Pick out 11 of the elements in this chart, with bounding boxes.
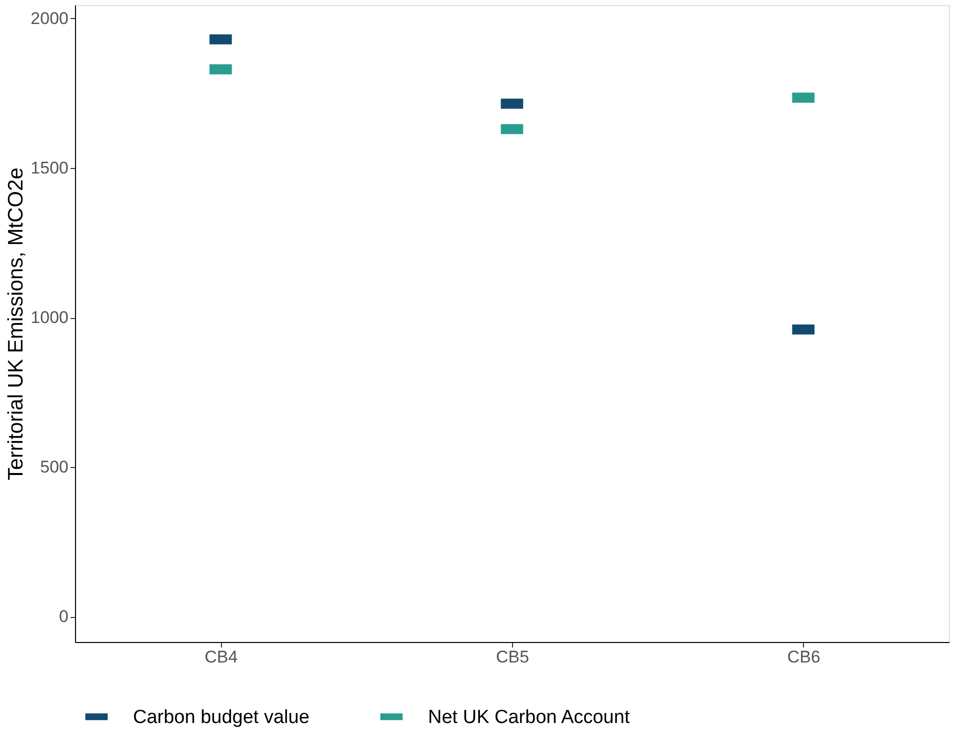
y-tick-label: 2000: [30, 8, 68, 28]
y-tick-label: 1500: [30, 158, 68, 178]
x-tick-label: CB6: [787, 648, 820, 666]
y-tick-label: 1000: [30, 308, 68, 328]
y-tick-label: 500: [40, 458, 68, 477]
x-tick-label: CB5: [496, 648, 530, 666]
legend-label: Carbon budget value: [133, 706, 310, 728]
x-tick-label: CB4: [204, 648, 238, 666]
legend-label: Net UK Carbon Account: [428, 706, 630, 728]
y-tick-label: 0: [59, 607, 68, 626]
y-axis-title: Territorial UK Emissions, MtCO2e: [4, 168, 28, 480]
